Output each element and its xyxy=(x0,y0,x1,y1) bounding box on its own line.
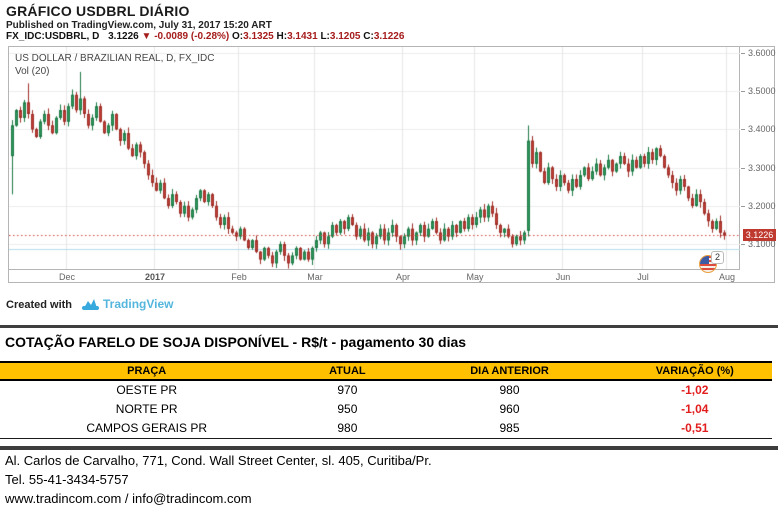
created-with-label: Created with xyxy=(6,299,73,311)
tradingview-logo-icon xyxy=(82,297,100,313)
time-axis-label: Jul xyxy=(637,272,649,282)
price-axis-tick xyxy=(741,53,745,54)
price-axis-label: 3.5000 xyxy=(748,86,776,97)
event-count-badge: 2 xyxy=(711,251,724,264)
price-axis-tick xyxy=(741,244,745,245)
down-arrow-icon: ▼ xyxy=(141,31,152,42)
time-axis-label: Mar xyxy=(307,272,323,282)
close-value: 3.1226 xyxy=(373,31,405,42)
published-line: Published on TradingView.com, July 31, 2… xyxy=(6,20,272,31)
section-divider xyxy=(0,325,778,328)
cell-variacao: -1,04 xyxy=(681,402,709,416)
table-row: CAMPOS GERAIS PR 980 985 -0,51 xyxy=(0,419,772,438)
chart-plot-area: US DOLLAR / BRAZILIAN REAL, D, FX_IDC Vo… xyxy=(9,47,740,273)
close-label: C: xyxy=(363,31,374,42)
open-label: O: xyxy=(232,31,244,42)
header-praca: PRAÇA xyxy=(127,365,167,377)
high-value: 3.1431 xyxy=(287,31,318,42)
cell-praca: CAMPOS GERAIS PR xyxy=(86,421,208,435)
table-header-row: PRAÇA ATUAL DIA ANTERIOR VARIAÇÃO (%) xyxy=(0,361,772,381)
table-body: OESTE PR 970 980 -1,02 NORTE PR 950 960 -1,04 CA… xyxy=(0,381,772,439)
time-axis-label: Dec xyxy=(58,272,75,282)
price-change: -0.0089 (-0.28%) xyxy=(154,31,230,42)
price-axis-tick xyxy=(741,168,745,169)
time-axis-label: 2017 xyxy=(144,272,166,282)
table-row: NORTE PR 950 960 -1,04 xyxy=(0,400,772,419)
chart-legend-volume: Vol (20) xyxy=(15,66,50,77)
cell-variacao: -0,51 xyxy=(681,421,709,435)
footer-phone: Tel. 55-41-3434-5757 xyxy=(5,472,129,487)
header-dia-anterior: DIA ANTERIOR xyxy=(470,365,549,377)
price-axis-label: 3.3000 xyxy=(748,162,776,173)
cell-praca: NORTE PR xyxy=(115,402,178,416)
quote-line: FX_IDC:USDBRL, D 3.1226 ▼ -0.0089 (-0.28… xyxy=(6,31,404,42)
tradingview-link[interactable]: TradingView xyxy=(103,297,174,311)
page-title: GRÁFICO USDBRL DIÁRIO xyxy=(6,3,190,19)
last-price: 3.1226 xyxy=(108,31,139,42)
table-title: COTAÇÃO FARELO DE SOJA DISPONÍVEL - R$/t… xyxy=(5,334,467,350)
price-axis-label: 3.6000 xyxy=(748,47,776,58)
cell-atual: 980 xyxy=(337,421,358,435)
table-row: OESTE PR 970 980 -1,02 xyxy=(0,381,772,400)
high-label: H: xyxy=(276,31,288,42)
header-variacao: VARIAÇÃO (%) xyxy=(655,365,734,377)
price-axis-label: 3.4000 xyxy=(748,124,776,135)
current-price-badge: 3.1226 xyxy=(743,229,776,242)
economic-event-marker[interactable]: 2 xyxy=(697,251,735,273)
price-axis-tick xyxy=(741,129,745,130)
time-axis-label: Aug xyxy=(718,272,735,282)
price-axis-label: 3.2000 xyxy=(748,200,776,211)
cell-variacao: -1,02 xyxy=(681,383,709,397)
cell-dia-anterior: 960 xyxy=(499,402,520,416)
price-axis-tick xyxy=(741,206,745,207)
cell-praca: OESTE PR xyxy=(116,383,178,397)
chart-legend-title: US DOLLAR / BRAZILIAN REAL, D, FX_IDC xyxy=(15,53,215,64)
soy-meal-table: PRAÇA ATUAL DIA ANTERIOR VARIAÇÃO (%) OE… xyxy=(0,361,772,439)
time-axis-label: Jun xyxy=(555,272,571,282)
symbol-label: FX_IDC:USDBRL, D xyxy=(6,31,100,42)
cell-dia-anterior: 980 xyxy=(499,383,520,397)
chart-canvas xyxy=(9,47,740,269)
time-axis: Dec 2017 Feb Mar Apr May Jun Jul Aug xyxy=(9,269,740,283)
price-axis-tick xyxy=(741,91,745,92)
cell-atual: 950 xyxy=(337,402,358,416)
time-axis-label: Feb xyxy=(231,272,247,282)
price-axis-label: 3.1000 xyxy=(748,239,776,250)
time-axis-label: Apr xyxy=(395,272,410,282)
low-label: L: xyxy=(320,31,330,42)
header-atual: ATUAL xyxy=(329,365,366,377)
footer-divider xyxy=(0,446,778,450)
created-with-line: Created with TradingView xyxy=(6,297,173,313)
time-axis-label: May xyxy=(466,272,484,282)
footer-web: www.tradincom.com / info@tradincom.com xyxy=(5,491,252,506)
cell-atual: 970 xyxy=(337,383,358,397)
price-axis: 3.6000 3.5000 3.4000 3.3000 3.2000 3.1000 3.12… xyxy=(741,47,776,269)
candlestick-chart: US DOLLAR / BRAZILIAN REAL, D, FX_IDC Vo… xyxy=(8,46,776,283)
footer-address: Al. Carlos de Carvalho, 771, Cond. Wall … xyxy=(5,453,432,468)
low-value: 3.1205 xyxy=(329,31,361,42)
cell-dia-anterior: 985 xyxy=(499,421,520,435)
open-value: 3.1325 xyxy=(243,31,274,42)
